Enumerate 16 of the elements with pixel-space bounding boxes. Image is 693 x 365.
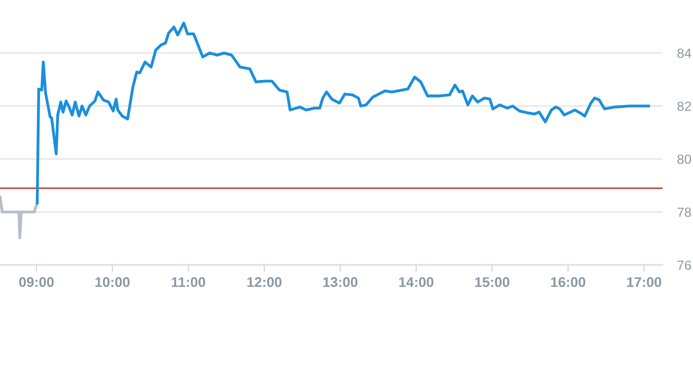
x-tick-label: 16:00 bbox=[551, 277, 586, 288]
x-tick-label: 15:00 bbox=[475, 277, 510, 288]
y-tick-label: 78 bbox=[678, 208, 691, 217]
x-tick-label: 12:00 bbox=[247, 277, 282, 288]
y-tick-label: 82 bbox=[677, 102, 691, 111]
line-series bbox=[0, 196, 39, 240]
x-tick-label: 10:00 bbox=[96, 277, 130, 288]
y-tick-label: 76 bbox=[678, 260, 691, 270]
line-series bbox=[36, 22, 650, 204]
y-tick-label: 80 bbox=[677, 154, 692, 164]
x-tick-label: 11:00 bbox=[172, 277, 206, 288]
x-tick-label: 14:00 bbox=[399, 277, 434, 288]
x-tick-label: 17:00 bbox=[627, 277, 662, 288]
x-tick-label: 09:00 bbox=[19, 277, 54, 288]
y-tick-label: 84 bbox=[677, 48, 692, 58]
x-tick-label: 13:00 bbox=[323, 277, 358, 288]
